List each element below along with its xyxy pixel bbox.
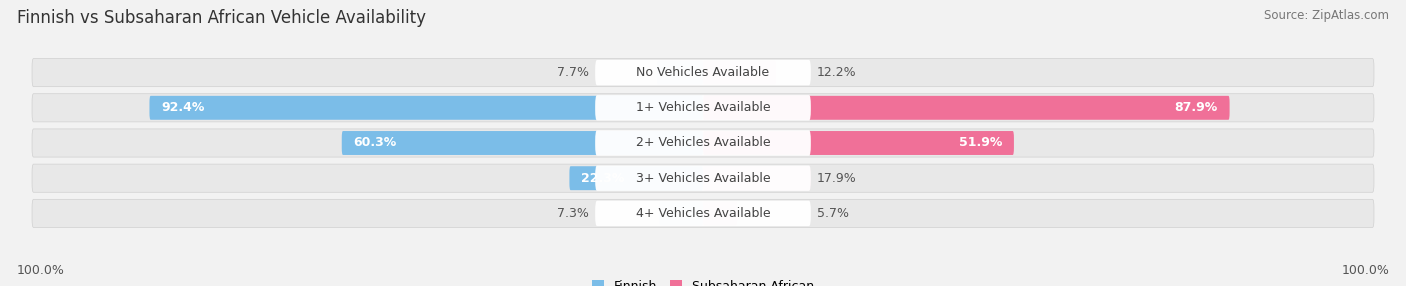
FancyBboxPatch shape <box>703 131 1014 155</box>
FancyBboxPatch shape <box>595 201 811 226</box>
FancyBboxPatch shape <box>32 199 1374 227</box>
Text: 51.9%: 51.9% <box>959 136 1002 150</box>
Text: Finnish vs Subsaharan African Vehicle Availability: Finnish vs Subsaharan African Vehicle Av… <box>17 9 426 27</box>
Text: 4+ Vehicles Available: 4+ Vehicles Available <box>636 207 770 220</box>
Text: Source: ZipAtlas.com: Source: ZipAtlas.com <box>1264 9 1389 21</box>
FancyBboxPatch shape <box>595 130 811 156</box>
FancyBboxPatch shape <box>703 96 1230 120</box>
FancyBboxPatch shape <box>32 59 1374 87</box>
Text: 3+ Vehicles Available: 3+ Vehicles Available <box>636 172 770 185</box>
FancyBboxPatch shape <box>342 131 703 155</box>
FancyBboxPatch shape <box>703 61 776 85</box>
FancyBboxPatch shape <box>657 61 703 85</box>
FancyBboxPatch shape <box>32 129 1374 157</box>
Text: No Vehicles Available: No Vehicles Available <box>637 66 769 79</box>
FancyBboxPatch shape <box>569 166 703 190</box>
Text: 100.0%: 100.0% <box>17 265 65 277</box>
Text: 1+ Vehicles Available: 1+ Vehicles Available <box>636 101 770 114</box>
FancyBboxPatch shape <box>595 60 811 85</box>
FancyBboxPatch shape <box>149 96 703 120</box>
Text: 5.7%: 5.7% <box>817 207 849 220</box>
Text: 60.3%: 60.3% <box>354 136 396 150</box>
FancyBboxPatch shape <box>595 95 811 120</box>
Text: 22.3%: 22.3% <box>582 172 624 185</box>
Text: 100.0%: 100.0% <box>1341 265 1389 277</box>
Legend: Finnish, Subsaharan African: Finnish, Subsaharan African <box>586 275 820 286</box>
FancyBboxPatch shape <box>595 166 811 191</box>
Text: 17.9%: 17.9% <box>817 172 856 185</box>
FancyBboxPatch shape <box>32 164 1374 192</box>
Text: 87.9%: 87.9% <box>1174 101 1218 114</box>
Text: 2+ Vehicles Available: 2+ Vehicles Available <box>636 136 770 150</box>
FancyBboxPatch shape <box>703 201 737 225</box>
Text: 7.7%: 7.7% <box>557 66 589 79</box>
FancyBboxPatch shape <box>32 94 1374 122</box>
FancyBboxPatch shape <box>703 166 810 190</box>
FancyBboxPatch shape <box>659 201 703 225</box>
Text: 7.3%: 7.3% <box>557 207 589 220</box>
Text: 92.4%: 92.4% <box>162 101 205 114</box>
Text: 12.2%: 12.2% <box>817 66 856 79</box>
